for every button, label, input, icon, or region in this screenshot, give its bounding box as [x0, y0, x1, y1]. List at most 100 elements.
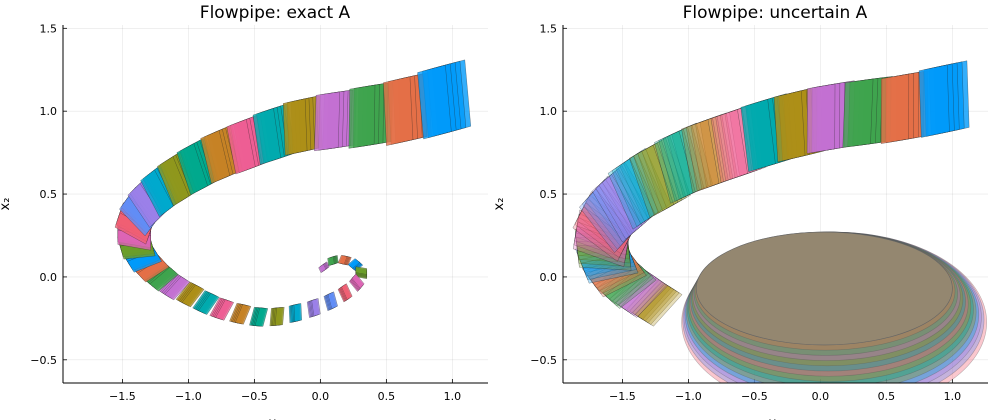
reach-set	[209, 297, 235, 321]
reach-set-polygon	[137, 257, 170, 283]
reach-set-polygon	[637, 284, 683, 327]
reach-set	[348, 273, 365, 292]
reach-set-polygon	[590, 258, 647, 298]
reach-set-polygon	[318, 263, 327, 274]
reach-set-polygon	[880, 73, 910, 144]
plot-area	[572, 60, 987, 383]
reach-set	[200, 124, 243, 184]
reach-set-polygon	[293, 303, 303, 322]
reach-set-polygon	[254, 307, 269, 327]
y-tick-label: 0.0	[40, 271, 58, 284]
reach-set	[314, 89, 357, 152]
reach-set-polygon	[681, 119, 720, 194]
y-tick-label: 1.5	[540, 22, 558, 35]
reach-set	[337, 254, 352, 266]
title: Flowpipe: uncertain A	[683, 3, 868, 23]
reach-set	[918, 60, 970, 138]
reach-set-polygon	[337, 254, 348, 265]
reach-set-polygon	[282, 98, 308, 156]
final-reach-region	[695, 231, 953, 346]
reach-set-polygon	[629, 144, 675, 219]
y-tick-label: 1.0	[540, 105, 558, 118]
x-tick-label: −0.5	[241, 390, 268, 403]
reach-set	[417, 59, 472, 140]
panel-uncertain: Flowpipe: uncertain A x₁ x₂ −1.5 −1.0 −0.5…	[492, 3, 988, 420]
y-axis-label: x₂	[0, 198, 13, 211]
reach-set-polygon	[181, 284, 205, 308]
reach-set	[347, 258, 364, 272]
reach-set	[348, 81, 393, 149]
reach-set-polygon	[140, 169, 174, 218]
reach-set-polygon	[591, 173, 643, 243]
x-tick-label: −0.5	[741, 390, 768, 403]
reach-set	[626, 277, 683, 327]
reach-set-polygon	[164, 276, 191, 301]
y-tick-label: 0.0	[540, 271, 558, 284]
reach-set-polygon	[215, 299, 235, 321]
reach-set	[327, 255, 339, 267]
reach-set-polygon	[607, 158, 656, 230]
reach-set-polygon	[327, 256, 335, 267]
reach-set-polygon	[176, 143, 208, 196]
reach-set	[249, 307, 269, 327]
reach-set	[306, 298, 321, 318]
title: Flowpipe: exact A	[200, 3, 351, 23]
reach-set	[192, 290, 220, 315]
reach-set-polygon	[252, 107, 282, 165]
x-tick-label: 1.0	[444, 390, 462, 403]
reach-set-polygon	[417, 64, 452, 140]
reach-set	[288, 303, 303, 324]
y-tick-label: −0.5	[30, 354, 57, 367]
x-tick-label: −1.5	[609, 390, 636, 403]
x-axis-label: x₁	[269, 416, 282, 420]
x-axis-label: x₁	[769, 416, 782, 420]
reach-set-polygon	[314, 91, 341, 152]
reach-set	[355, 266, 368, 280]
reach-set-polygon	[198, 292, 220, 315]
reach-set	[269, 306, 285, 327]
reach-set-polygon	[341, 283, 353, 301]
x-tick-label: 0.5	[378, 390, 396, 403]
reach-set-polygon	[200, 130, 231, 184]
reach-set-polygon	[806, 83, 836, 154]
reach-set-polygon	[918, 64, 950, 138]
reach-set	[157, 149, 201, 207]
reach-set-polygon	[740, 98, 776, 173]
reach-set-polygon	[157, 156, 190, 207]
y-tick-label: 1.5	[40, 22, 58, 35]
reach-set-polygon	[311, 298, 321, 317]
x-tick-label: 0.0	[812, 390, 830, 403]
reach-set	[337, 283, 353, 303]
reach-set	[880, 70, 929, 144]
reach-set-polygon	[274, 306, 285, 326]
reach-set-polygon	[620, 274, 669, 318]
y-tick-label: 1.0	[40, 105, 58, 118]
reach-set-polygon	[710, 109, 748, 183]
x-tick-label: −1.5	[109, 390, 136, 403]
reach-set-polygon	[842, 78, 874, 148]
reach-set-polygon	[579, 188, 632, 253]
plot-area	[114, 59, 472, 327]
reach-set	[629, 135, 691, 219]
y-tick-label: 0.5	[540, 188, 558, 201]
reach-set-polygon	[347, 258, 361, 269]
reach-set-polygon	[351, 273, 365, 289]
reach-set	[226, 113, 270, 175]
x-tick-label: 0.5	[878, 390, 896, 403]
y-axis-label: x₂	[492, 198, 507, 211]
reach-set-polygon	[355, 266, 368, 275]
reach-set-polygon	[327, 291, 338, 310]
y-tick-label: 0.5	[40, 188, 58, 201]
x-tick-label: −1.0	[675, 390, 702, 403]
reach-set-polygon	[572, 225, 629, 268]
reach-set-polygon	[234, 304, 252, 325]
reach-set	[229, 302, 252, 325]
reach-set-polygon	[127, 183, 163, 228]
reach-set-polygon	[226, 119, 256, 175]
reach-set	[591, 162, 656, 243]
panel-exact: Flowpipe: exact A x₁ x₂ −1.5 −1.0 −0.5 0.0 0…	[0, 3, 488, 420]
reach-set-polygon	[654, 130, 696, 204]
x-tick-label: 1.0	[944, 390, 962, 403]
